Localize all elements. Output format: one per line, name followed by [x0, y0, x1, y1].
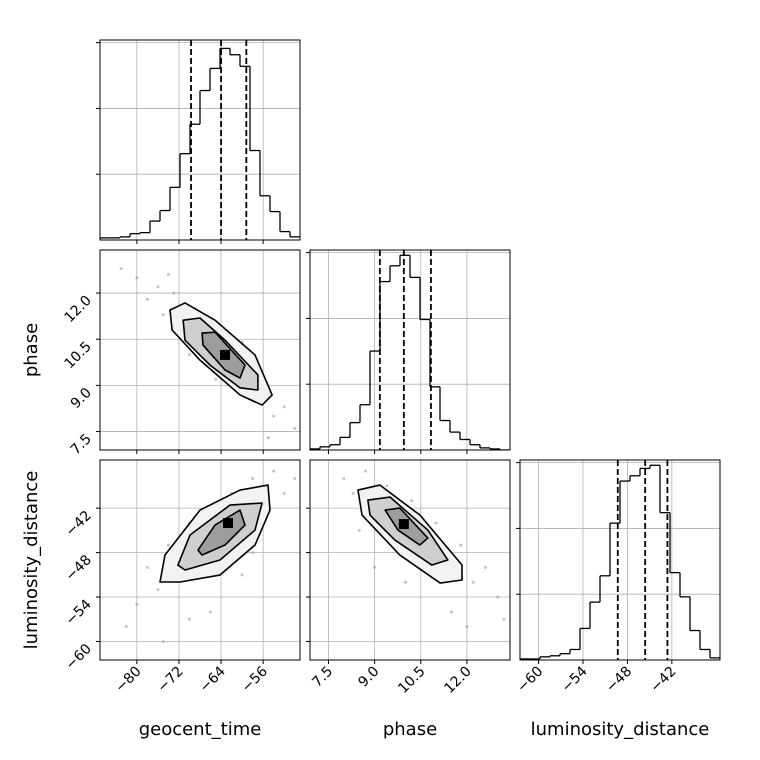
- sample-point: [403, 580, 407, 584]
- y-tick-label: 9.0: [68, 385, 95, 412]
- x-axis-label: luminosity_distance: [531, 719, 710, 740]
- sample-point: [471, 580, 475, 584]
- x-tick-label: −72: [155, 664, 187, 696]
- contour: [197, 509, 246, 556]
- sample-point: [293, 426, 297, 430]
- sample-point: [161, 313, 165, 317]
- panel-frame: [519, 459, 721, 661]
- x-tick-label: 10.5: [395, 664, 428, 697]
- sample-point: [496, 595, 500, 599]
- sample-point: [145, 297, 149, 301]
- sample-point: [272, 414, 276, 418]
- sample-point: [251, 551, 255, 555]
- sample-point: [161, 639, 165, 643]
- x-tick-label: −48: [603, 664, 635, 696]
- y-tick-label: −60: [63, 641, 95, 673]
- y-tick-label: 7.5: [68, 431, 95, 458]
- density-peak: [223, 518, 233, 529]
- sample-point: [214, 377, 218, 381]
- sample-point: [410, 499, 414, 503]
- sample-point: [373, 565, 377, 569]
- sample-point: [166, 543, 170, 547]
- panel-frame: [309, 249, 511, 451]
- sample-point: [145, 565, 149, 569]
- x-tick-label: 9.0: [355, 664, 382, 691]
- panel: [100, 460, 300, 660]
- sample-point: [156, 285, 160, 289]
- sample-point: [124, 625, 128, 629]
- sample-point: [450, 610, 454, 614]
- sample-point: [363, 469, 367, 473]
- sample-point: [187, 617, 191, 621]
- sample-point: [251, 477, 255, 481]
- sample-point: [172, 291, 176, 295]
- x-tick-label: −60: [514, 664, 546, 696]
- sample-point: [240, 573, 244, 577]
- sample-point: [209, 610, 213, 614]
- sample-point: [385, 484, 389, 488]
- sample-point: [459, 543, 463, 547]
- x-tick-label: −64: [197, 663, 229, 695]
- panel-frame: [99, 459, 301, 661]
- sample-point: [272, 469, 276, 473]
- y-tick-label: −48: [63, 552, 95, 584]
- sample-point: [156, 588, 160, 592]
- panel: [520, 460, 720, 660]
- density-peak: [220, 349, 230, 360]
- sample-point: [135, 276, 139, 280]
- sample-point: [187, 353, 191, 357]
- x-tick-label: −80: [112, 664, 144, 696]
- x-tick-label: −56: [239, 663, 271, 695]
- panel-frame: [309, 459, 511, 661]
- panel: [100, 40, 300, 240]
- panel: [100, 250, 300, 450]
- y-axis-label: phase: [21, 323, 42, 377]
- x-tick-label: 7.5: [309, 664, 336, 691]
- sample-point: [293, 477, 297, 481]
- sample-point: [282, 405, 286, 409]
- sample-point: [502, 617, 506, 621]
- panel-frame: [99, 249, 301, 451]
- sample-point: [282, 491, 286, 495]
- panel-frame: [99, 39, 301, 241]
- sample-point: [266, 436, 270, 440]
- x-tick-label: −42: [647, 664, 679, 696]
- sample-point: [166, 273, 170, 277]
- sample-point: [119, 266, 123, 270]
- sample-point: [135, 602, 139, 606]
- density-peak: [398, 519, 409, 530]
- x-axis-label: geocent_time: [139, 719, 262, 740]
- y-tick-label: −42: [63, 508, 95, 540]
- sample-point: [465, 625, 469, 629]
- sample-point: [483, 565, 487, 569]
- sample-point: [357, 528, 361, 532]
- panel: [310, 460, 510, 660]
- panel: [310, 250, 510, 450]
- sample-point: [434, 521, 438, 525]
- sample-point: [351, 491, 355, 495]
- x-tick-label: −54: [559, 663, 591, 695]
- x-tick-label: 12.0: [441, 664, 474, 697]
- sample-point: [342, 477, 346, 481]
- x-axis-label: phase: [383, 719, 437, 740]
- y-tick-label: 12.0: [61, 293, 94, 326]
- y-axis-label: luminosity_distance: [21, 471, 42, 650]
- y-tick-label: 10.5: [61, 339, 94, 372]
- y-tick-label: −54: [63, 596, 95, 628]
